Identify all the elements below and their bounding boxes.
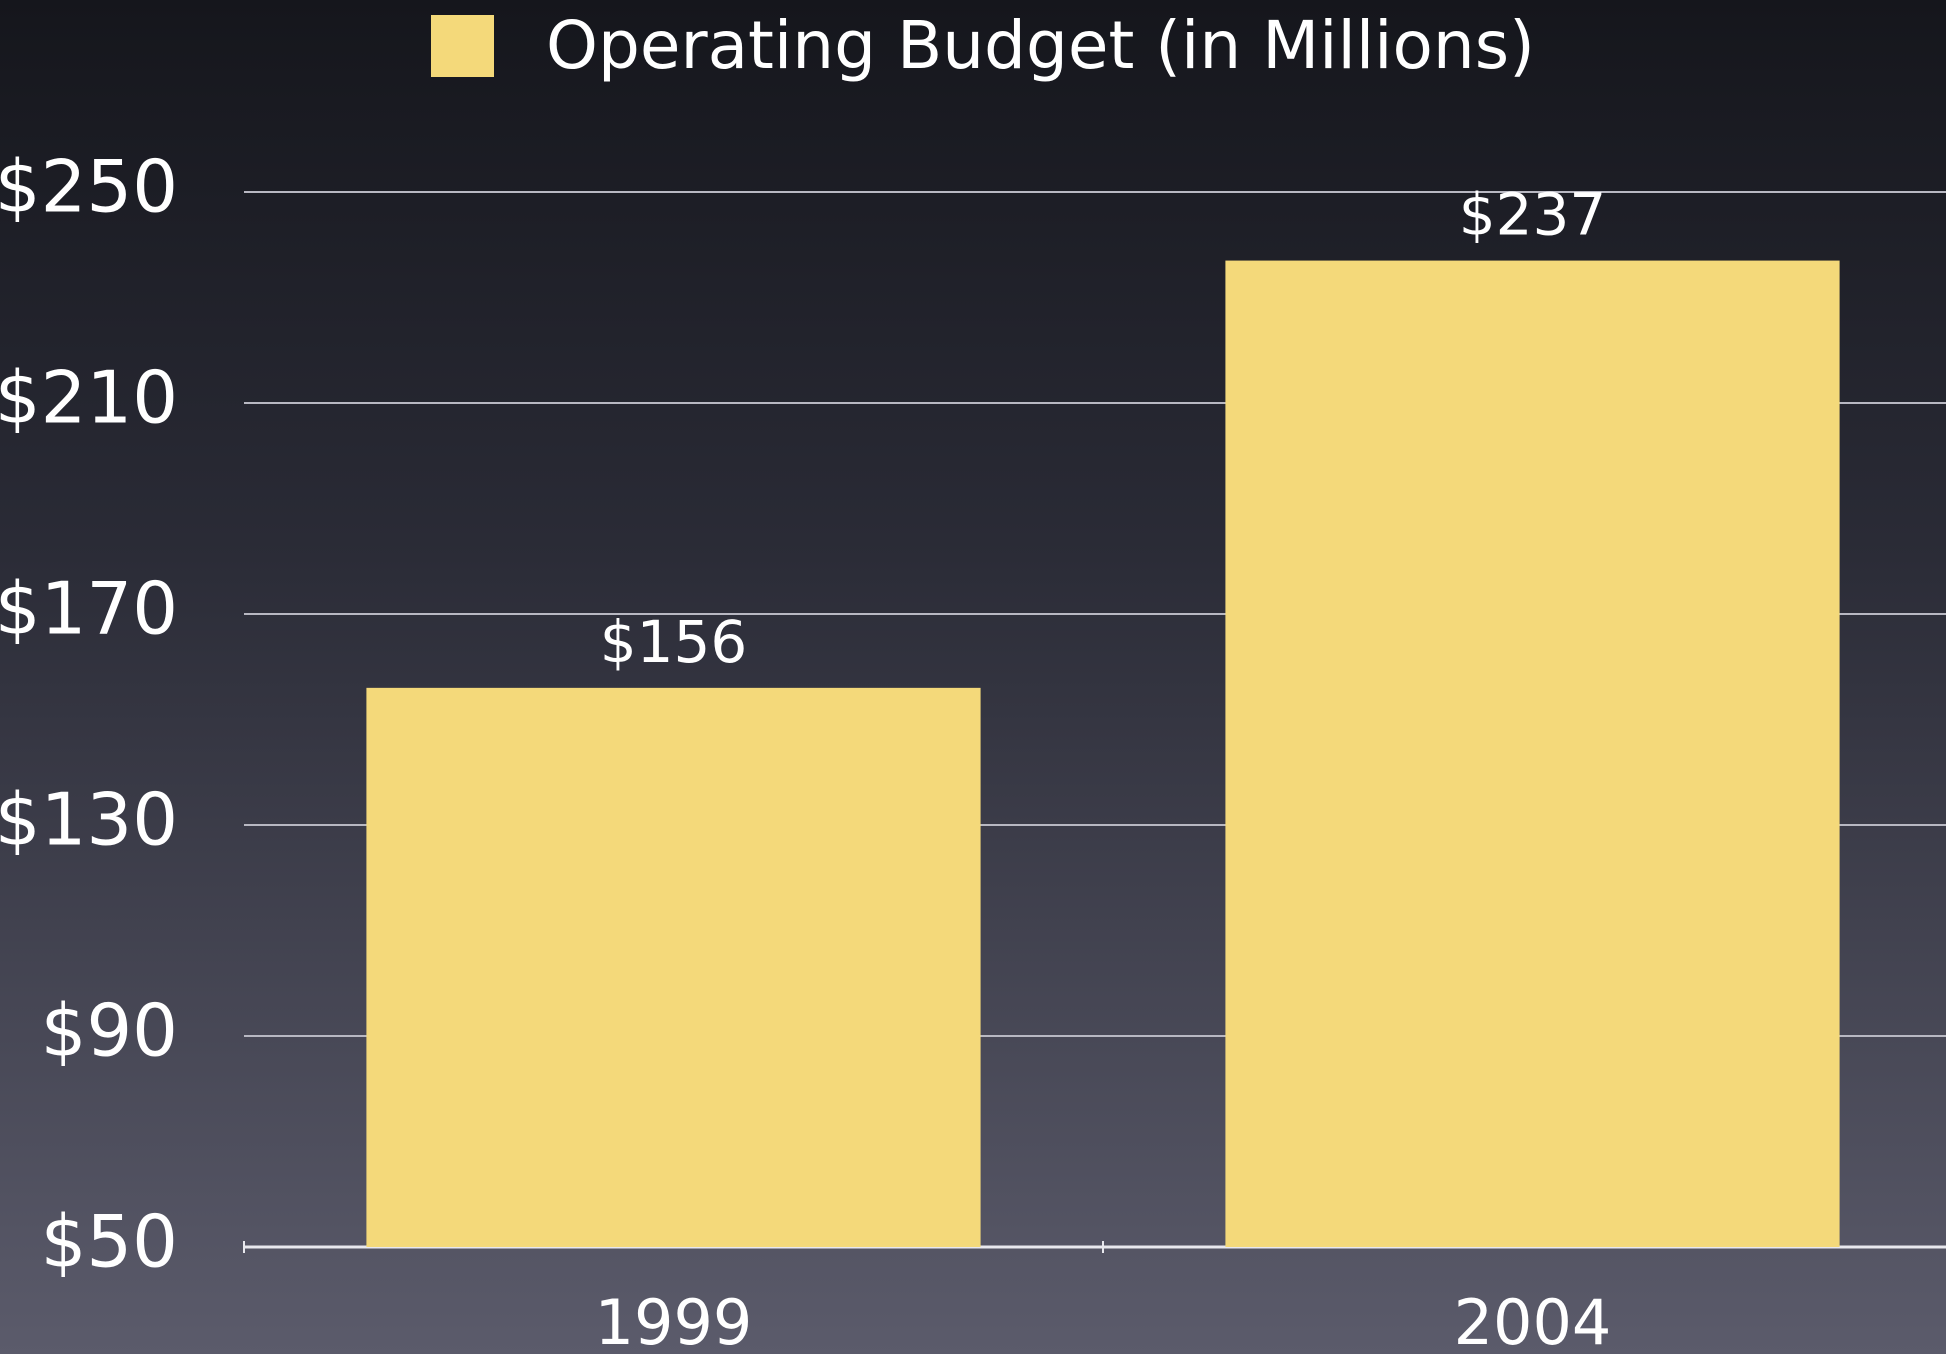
y-tick-label: $90 (41, 989, 178, 1073)
y-tick-label: $50 (41, 1200, 178, 1284)
y-tick-label: $210 (0, 356, 178, 440)
value-label: $237 (1459, 181, 1607, 249)
legend-swatch (431, 15, 494, 77)
y-tick-label: $170 (0, 567, 178, 651)
x-tick-label: 1999 (595, 1286, 753, 1354)
value-label: $156 (600, 608, 748, 676)
x-tick-label: 2004 (1454, 1286, 1612, 1354)
y-tick-label: $130 (0, 778, 178, 862)
y-tick-label: $250 (0, 145, 178, 229)
legend-label: Operating Budget (in Millions) (546, 7, 1535, 84)
bar (366, 687, 981, 1247)
bar (1225, 260, 1840, 1247)
